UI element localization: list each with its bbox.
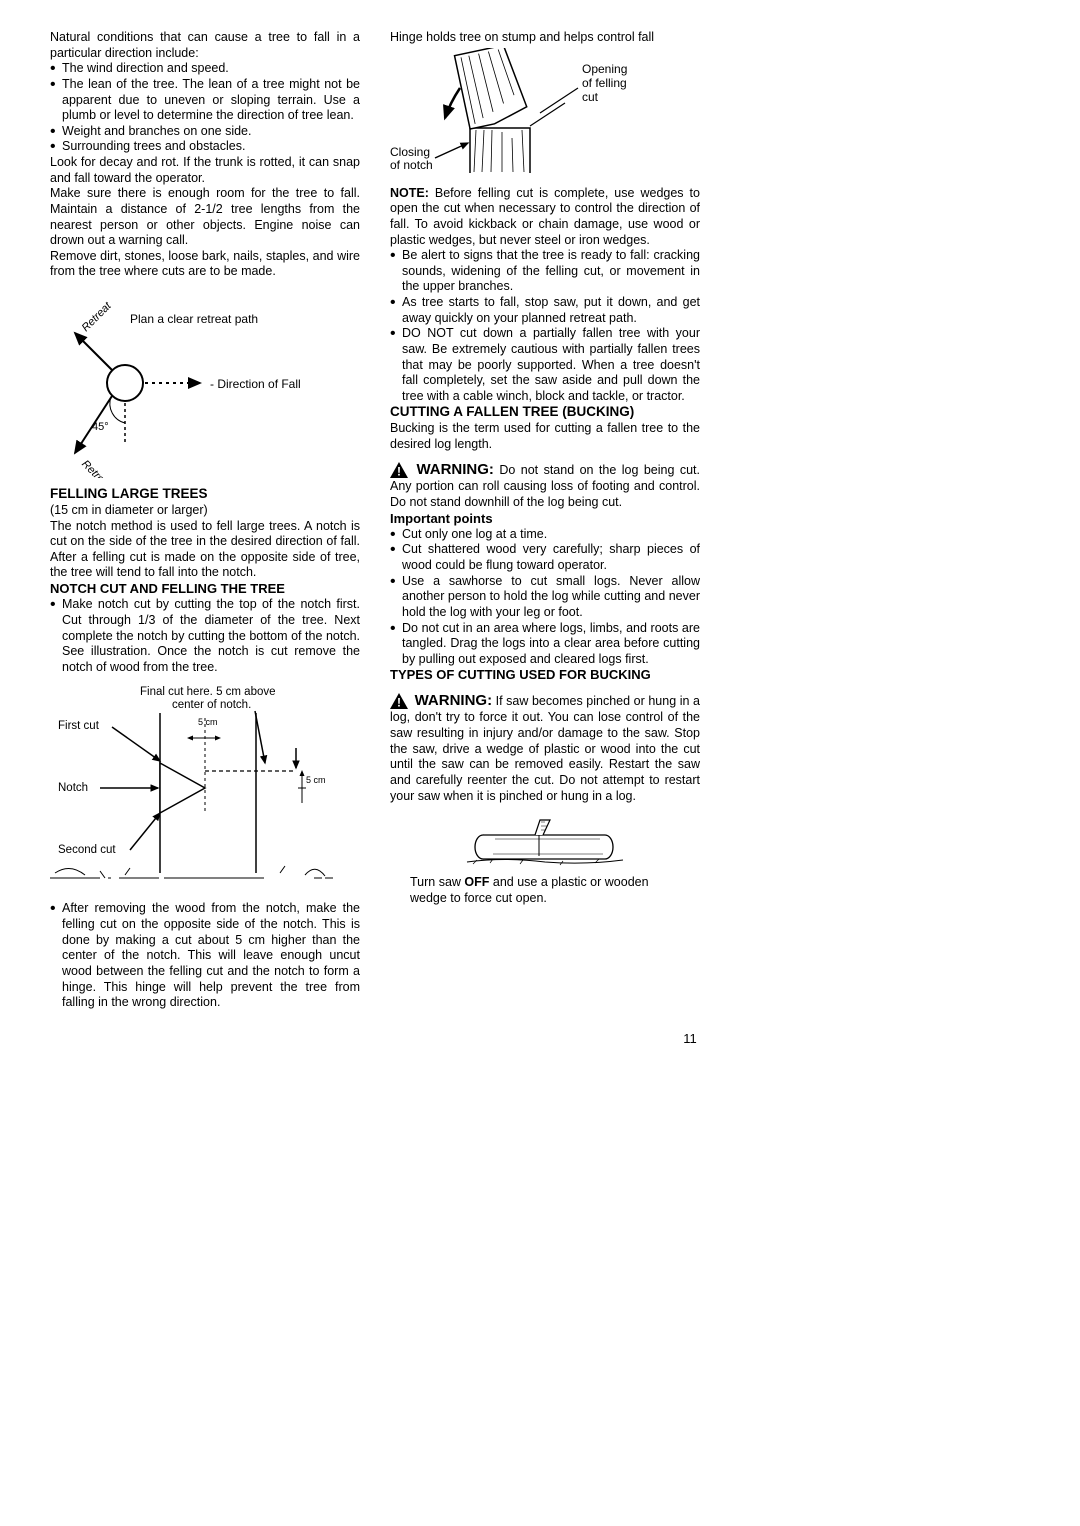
warning-1: ! WARNING: Do not stand on the log being… bbox=[390, 461, 700, 511]
bucking-heading: CUTTING A FALLEN TREE (BUCKING) bbox=[390, 404, 700, 421]
list-item: Weight and branches on one side. bbox=[50, 124, 360, 140]
direction-label: - Direction of Fall bbox=[210, 377, 301, 391]
second-cut-label: Second cut bbox=[58, 844, 116, 856]
closing-label: Closing bbox=[390, 145, 430, 159]
list-item: Cut only one log at a time. bbox=[390, 527, 700, 543]
notch-list: Make notch cut by cutting the top of the… bbox=[50, 597, 360, 675]
note-paragraph: NOTE: Before felling cut is complete, us… bbox=[390, 186, 700, 249]
warning-icon: ! bbox=[390, 693, 408, 709]
log-wedge-diagram bbox=[390, 812, 700, 867]
decay-paragraph: Look for decay and rot. If the trunk is … bbox=[50, 155, 360, 186]
felling-heading: FELLING LARGE TREES bbox=[50, 486, 360, 503]
list-item: The lean of the tree. The lean of a tree… bbox=[50, 77, 360, 124]
note-label: NOTE: bbox=[390, 186, 429, 200]
list-item: Be alert to signs that the tree is ready… bbox=[390, 248, 700, 295]
hinge-caption: Hinge holds tree on stump and helps cont… bbox=[390, 30, 700, 46]
svg-text:of felling: of felling bbox=[582, 76, 627, 90]
svg-text:cut: cut bbox=[582, 90, 599, 104]
list-item: DO NOT cut down a partially fallen tree … bbox=[390, 326, 700, 404]
list-item: The wind direction and speed. bbox=[50, 61, 360, 77]
felling-subheading: (15 cm in diameter or larger) bbox=[50, 503, 360, 519]
felling-alerts-list: Be alert to signs that the tree is ready… bbox=[390, 248, 700, 404]
notch-cut-heading: NOTCH CUT AND FELLING THE TREE bbox=[50, 581, 360, 597]
hinge-diagram: Hinge holds tree on stump and helps cont… bbox=[390, 30, 700, 178]
cm-label-2: 5 cm bbox=[306, 775, 326, 785]
warning-2: ! WARNING: If saw becomes pinched or hun… bbox=[390, 692, 700, 805]
list-item: Do not cut in an area where logs, limbs,… bbox=[390, 621, 700, 668]
svg-text:!: ! bbox=[397, 465, 401, 479]
retreat-label-bottom: Retreat bbox=[79, 458, 114, 478]
types-heading: TYPES OF CUTTING USED FOR BUCKING bbox=[390, 667, 700, 683]
remove-paragraph: Remove dirt, stones, loose bark, nails, … bbox=[50, 249, 360, 280]
list-item: After removing the wood from the notch, … bbox=[50, 901, 360, 1010]
left-column: Natural conditions that can cause a tree… bbox=[50, 30, 360, 1011]
svg-text:center of notch.: center of notch. bbox=[172, 699, 251, 711]
important-heading: Important points bbox=[390, 511, 700, 527]
warning-text: If saw becomes pinched or hung in a log,… bbox=[390, 694, 700, 803]
list-item: As tree starts to fall, stop saw, put it… bbox=[390, 295, 700, 326]
notch-diagram: Final cut here. 5 cm above center of not… bbox=[50, 683, 360, 893]
right-column: Hinge holds tree on stump and helps cont… bbox=[390, 30, 700, 1011]
list-item: Cut shattered wood very carefully; sharp… bbox=[390, 542, 700, 573]
first-cut-label: First cut bbox=[58, 720, 100, 732]
warning-icon: ! bbox=[390, 462, 408, 478]
wedge-caption: Turn saw OFF and use a plastic or wooden… bbox=[390, 875, 700, 906]
important-list: Cut only one log at a time. Cut shattere… bbox=[390, 527, 700, 668]
retreat-label-top: Retreat bbox=[80, 299, 115, 334]
svg-text:!: ! bbox=[397, 696, 401, 710]
list-item: Surrounding trees and obstacles. bbox=[50, 139, 360, 155]
opening-label: Opening bbox=[582, 62, 627, 76]
list-item: Make notch cut by cutting the top of the… bbox=[50, 597, 360, 675]
page-number: 11 bbox=[350, 1031, 1030, 1047]
notch-label: Notch bbox=[58, 782, 88, 794]
svg-text:of notch: of notch bbox=[390, 158, 433, 172]
plan-label: Plan a clear retreat path bbox=[130, 312, 258, 326]
intro-paragraph: Natural conditions that can cause a tree… bbox=[50, 30, 360, 61]
retreat-diagram: - Direction of Fall 45° Retreat Retreat … bbox=[50, 288, 360, 478]
bucking-paragraph: Bucking is the term used for cutting a f… bbox=[390, 421, 700, 452]
conditions-list: The wind direction and speed. The lean o… bbox=[50, 61, 360, 155]
warning-label: WARNING: bbox=[415, 692, 493, 709]
list-item: Use a sawhorse to cut small logs. Never … bbox=[390, 574, 700, 621]
final-cut-label: Final cut here. 5 cm above bbox=[140, 686, 276, 698]
warning-label: WARNING: bbox=[416, 461, 494, 478]
notch-method-paragraph: The notch method is used to fell large t… bbox=[50, 519, 360, 582]
after-notch-list: After removing the wood from the notch, … bbox=[50, 901, 360, 1010]
room-paragraph: Make sure there is enough room for the t… bbox=[50, 186, 360, 249]
cm-label-1: 5 cm bbox=[198, 717, 218, 727]
note-text: Before felling cut is complete, use wedg… bbox=[390, 186, 700, 247]
